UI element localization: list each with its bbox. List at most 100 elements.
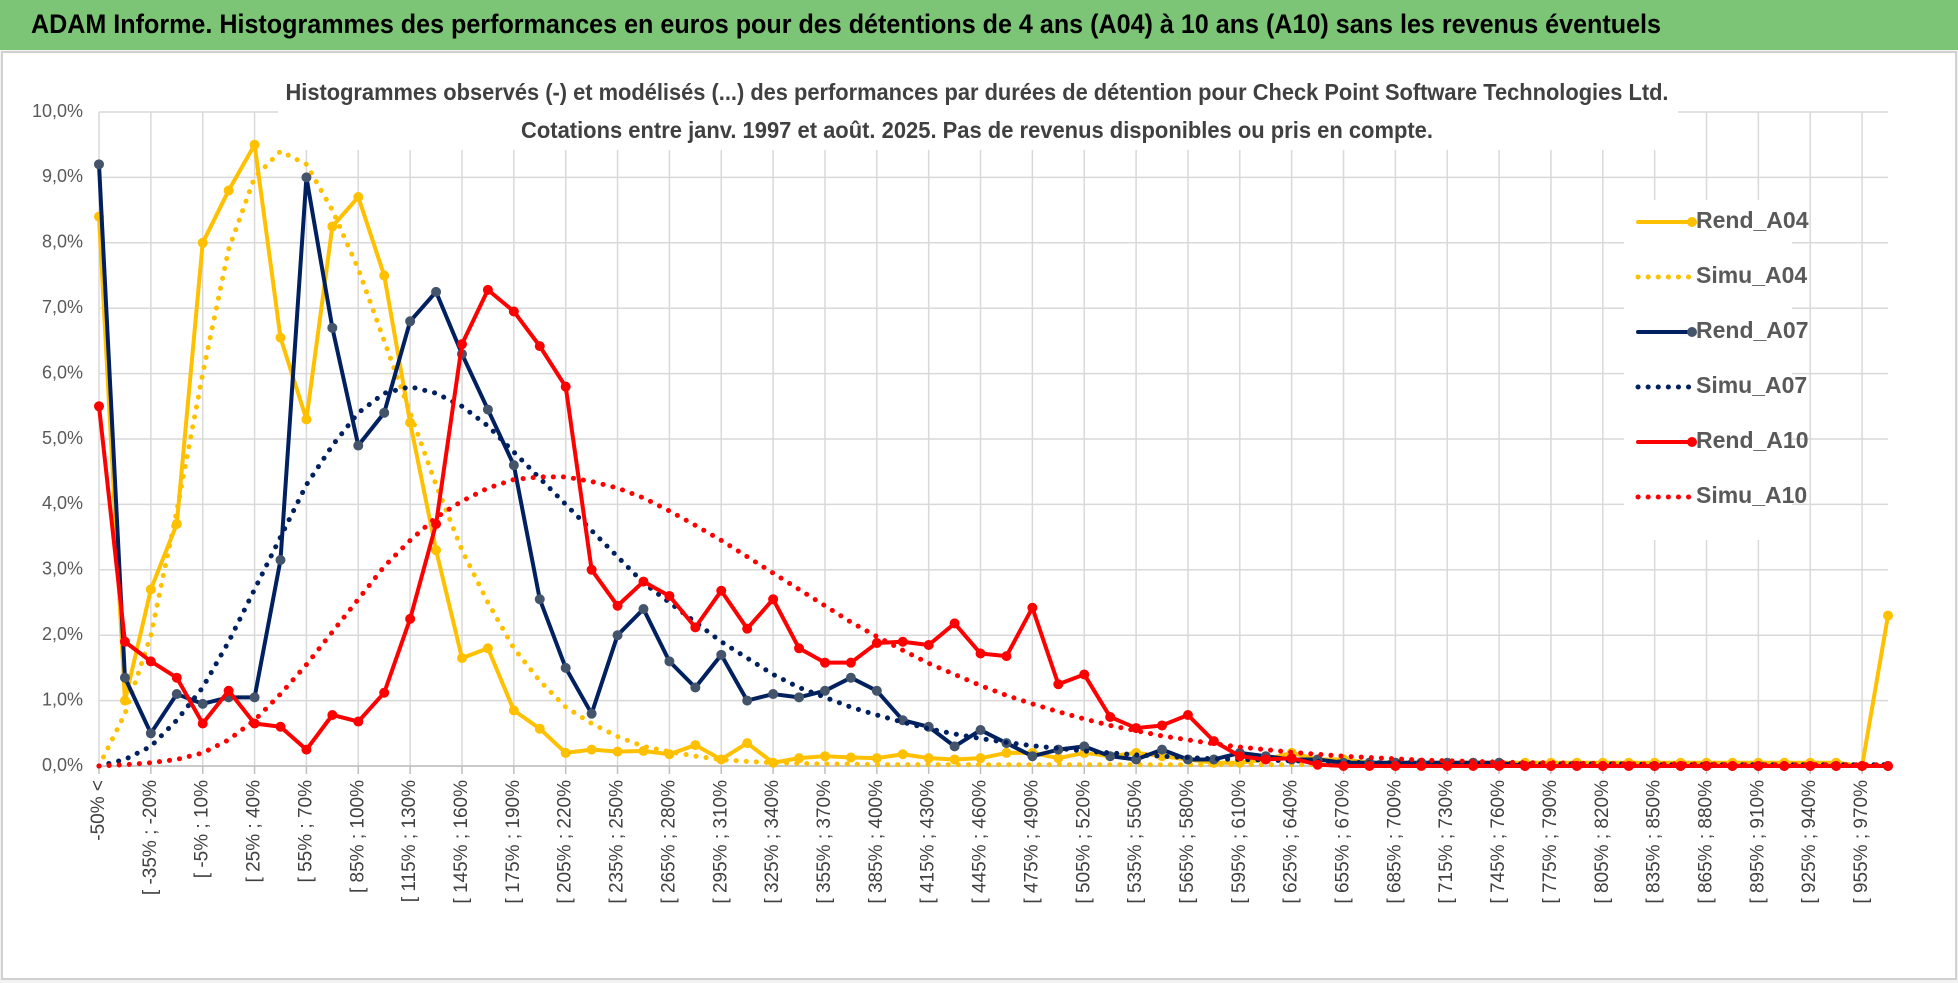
data-point xyxy=(327,221,338,232)
legend-box xyxy=(1624,200,1792,540)
x-tick-label: [ 625% ; 640% xyxy=(1281,780,1302,904)
y-tick-label: 6,0% xyxy=(42,362,83,382)
y-tick-label: 5,0% xyxy=(42,428,83,448)
data-point xyxy=(716,649,727,660)
x-tick-label: [ -35% ; -20% xyxy=(140,780,161,895)
data-point xyxy=(1338,761,1349,771)
data-point xyxy=(275,332,286,343)
data-point xyxy=(819,751,830,762)
data-point xyxy=(897,636,908,647)
x-tick-label: [ 955% ; 970% xyxy=(1851,780,1872,904)
data-point xyxy=(94,401,104,412)
data-point xyxy=(845,672,856,683)
data-point xyxy=(1001,651,1012,662)
data-point xyxy=(612,600,623,611)
data-point xyxy=(379,687,390,698)
legend-label: Simu_A07 xyxy=(1696,372,1807,398)
data-point xyxy=(119,672,130,683)
data-point xyxy=(1182,709,1193,720)
data-point xyxy=(742,738,753,749)
data-point xyxy=(301,744,312,755)
data-point xyxy=(975,648,986,659)
data-point xyxy=(742,623,753,634)
x-tick-label: [ 895% ; 910% xyxy=(1747,780,1768,904)
data-point xyxy=(1053,679,1064,690)
data-point xyxy=(1416,761,1427,771)
data-point xyxy=(768,594,779,605)
x-tick-label: [ 145% ; 160% xyxy=(451,780,472,904)
data-point xyxy=(145,584,156,595)
data-point xyxy=(690,682,701,693)
data-point xyxy=(586,564,597,575)
data-point xyxy=(949,741,960,752)
y-tick-label: 2,0% xyxy=(42,624,83,644)
x-tick-label: [ 595% ; 610% xyxy=(1229,780,1250,904)
x-tick-label: [ 415% ; 430% xyxy=(918,780,939,904)
y-tick-label: 9,0% xyxy=(42,166,83,186)
data-point xyxy=(171,689,182,700)
data-point xyxy=(871,753,882,764)
data-point xyxy=(353,192,364,203)
y-tick-label: 1,0% xyxy=(42,689,83,709)
x-tick-label: [ 355% ; 370% xyxy=(814,780,835,904)
data-point xyxy=(586,708,597,719)
data-point xyxy=(301,172,312,183)
data-point xyxy=(482,404,493,415)
data-point xyxy=(197,718,208,729)
x-tick-label: [ 265% ; 280% xyxy=(658,780,679,904)
data-point xyxy=(223,685,234,696)
data-point xyxy=(871,685,882,696)
x-tick-label: [ 835% ; 850% xyxy=(1644,780,1665,904)
data-point xyxy=(794,643,805,654)
data-point xyxy=(871,638,882,649)
x-tick-label: [ 655% ; 670% xyxy=(1333,780,1354,904)
model-line xyxy=(96,474,1891,769)
data-point xyxy=(1312,759,1323,770)
y-tick-label: 0,0% xyxy=(42,755,83,775)
data-point xyxy=(612,746,623,757)
subtitle-background xyxy=(278,76,1678,150)
data-point xyxy=(1027,602,1038,613)
data-point xyxy=(482,284,493,295)
data-point xyxy=(145,728,156,739)
data-point xyxy=(379,270,390,281)
y-tick-label: 4,0% xyxy=(42,493,83,513)
data-point xyxy=(94,159,104,170)
data-point xyxy=(508,306,519,317)
legend-marker xyxy=(1687,437,1697,447)
x-tick-label: [ 115% ; 130% xyxy=(399,780,420,902)
data-point xyxy=(1079,669,1090,680)
data-point xyxy=(171,672,182,683)
data-point xyxy=(508,460,519,471)
x-tick-label: [ 325% ; 340% xyxy=(762,780,783,904)
data-point xyxy=(353,440,364,451)
legend-label: Simu_A10 xyxy=(1696,482,1807,508)
legend-label: Rend_A04 xyxy=(1696,207,1809,233)
data-point xyxy=(534,723,545,734)
data-point xyxy=(1001,747,1012,758)
data-point xyxy=(560,662,571,673)
data-point xyxy=(405,316,416,327)
data-point xyxy=(1157,744,1168,755)
legend-marker xyxy=(1687,217,1697,227)
data-point xyxy=(923,753,934,764)
x-tick-label: [ 775% ; 790% xyxy=(1540,780,1561,904)
x-tick-label: [ 715% ; 730% xyxy=(1436,780,1457,904)
data-point xyxy=(275,721,286,732)
data-point xyxy=(1442,761,1453,771)
data-point xyxy=(949,618,960,629)
x-tick-label: [ 925% ; 940% xyxy=(1799,780,1820,904)
data-point xyxy=(119,636,130,647)
x-tick-label: [ 385% ; 400% xyxy=(866,780,887,904)
data-point xyxy=(897,749,908,760)
data-point xyxy=(586,744,597,755)
data-point xyxy=(1053,753,1064,764)
x-tick-label: [ 805% ; 820% xyxy=(1592,780,1613,904)
legend: Rend_A04 Simu_A04 Rend_A07 Simu_A07 Rend_A10… xyxy=(1624,200,1809,540)
x-tick-label: [ 535% ; 550% xyxy=(1125,780,1146,904)
data-point xyxy=(1364,761,1375,771)
data-point xyxy=(923,640,934,651)
data-point xyxy=(819,685,830,696)
legend-label: Simu_A04 xyxy=(1696,262,1807,288)
